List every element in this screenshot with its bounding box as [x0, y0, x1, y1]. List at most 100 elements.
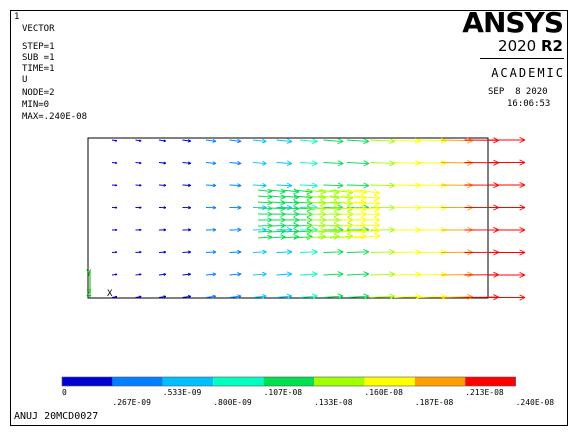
vector-arrow: [353, 233, 381, 240]
legend-label-bottom: .267E-09: [112, 398, 151, 407]
vector-arrow: [229, 161, 242, 166]
vector-arrow: [488, 249, 526, 256]
window-number: 1: [14, 12, 20, 22]
vector-arrow: [158, 139, 167, 143]
vector-arrow: [182, 161, 192, 165]
vector-arrow: [488, 271, 526, 279]
vector-arrow: [229, 249, 242, 255]
vector-arrow: [346, 293, 370, 300]
legend-label-bottom: .800E-09: [213, 398, 252, 407]
vector-arrow: [205, 294, 217, 299]
legend-swatch: [162, 377, 214, 386]
vector-arrow: [252, 293, 267, 299]
vector-arrow: [417, 271, 447, 278]
vector-arrow: [111, 206, 118, 209]
vector-arrow: [346, 248, 370, 256]
legend-swatch: [112, 377, 163, 386]
vector-arrow: [353, 200, 381, 207]
vector-arrow: [353, 216, 381, 223]
vector-arrow: [135, 273, 142, 276]
triad: Y Z X: [86, 269, 113, 299]
vector-arrow: [252, 271, 267, 277]
legend-swatch: [364, 377, 415, 386]
vector-arrow: [135, 161, 142, 165]
vector-arrow: [252, 182, 267, 188]
vector-arrow: [182, 294, 192, 299]
info-vector: VECTOR: [22, 24, 55, 34]
vector-arrow: [488, 204, 526, 211]
vector-arrow: [393, 226, 421, 233]
vector-arrow: [205, 161, 217, 166]
legend-label-top: .107E-08: [264, 388, 303, 397]
vector-arrow: [269, 199, 286, 206]
vector-arrow: [370, 160, 395, 167]
vector-arrow: [417, 293, 447, 300]
vector-arrow: [158, 228, 167, 232]
vector-arrow: [257, 223, 273, 229]
vector-arrow: [158, 272, 167, 276]
vector-arrow: [323, 293, 344, 300]
vector-arrow: [111, 184, 118, 187]
vector-arrow: [323, 248, 344, 256]
legend-swatch: [62, 377, 113, 386]
vector-arrow: [257, 211, 273, 217]
vector-arrow: [393, 160, 421, 167]
vector-arrow: [269, 194, 286, 200]
vector-arrow: [257, 217, 273, 223]
info-max: MAX=.240E-08: [22, 112, 88, 122]
vector-arrow: [252, 138, 267, 144]
vector-arrow: [135, 206, 142, 209]
info-min: MIN=0: [22, 100, 50, 110]
vector-arrow: [257, 234, 273, 240]
vector-arrow: [488, 294, 526, 301]
vector-arrow: [111, 161, 118, 165]
vector-arrow: [393, 182, 421, 189]
vector-arrow: [205, 272, 217, 277]
ansys-version: 2020 R2: [498, 37, 563, 55]
vector-arrow: [135, 184, 142, 187]
vector-arrow: [158, 295, 167, 299]
vector-arrow: [370, 204, 395, 211]
vector-arrow: [276, 160, 293, 167]
vector-arrow: [135, 250, 142, 254]
legend-swatch: [263, 377, 314, 386]
legend-swatch: [314, 377, 365, 386]
vector-arrow: [229, 183, 242, 188]
vector-arrow: [276, 271, 293, 277]
vector-arrow: [299, 293, 318, 300]
info-sub: SUB =1: [22, 53, 55, 63]
legend-label-top: .160E-08: [364, 388, 403, 397]
vector-arrow: [229, 294, 242, 299]
plot-window-frame: [10, 10, 568, 426]
ansys-edition: ACADEMIC: [491, 66, 565, 80]
vector-arrow: [205, 205, 217, 210]
vector-arrow: [158, 161, 167, 165]
vector-arrow: [276, 249, 293, 255]
vector-arrow: [182, 183, 192, 188]
triad-z-label: Z: [86, 289, 92, 299]
legend-swatch: [465, 377, 516, 386]
vector-arrow: [299, 138, 318, 145]
vector-arrow: [229, 227, 242, 233]
vector-arrow: [229, 138, 242, 144]
vector-arrow: [276, 138, 293, 144]
vector-arrow: [229, 205, 242, 210]
vector-arrow: [323, 160, 344, 167]
vector-arrow: [182, 205, 192, 210]
vector-arrow: [488, 136, 526, 144]
footer-title: ANUJ 20MCD0027: [14, 411, 99, 422]
vector-arrow: [393, 137, 421, 144]
vector-arrow: [158, 183, 167, 187]
vector-arrow: [393, 249, 421, 256]
logo-divider: [480, 58, 564, 59]
vector-arrow: [353, 227, 381, 234]
legend-label-top: 0: [62, 388, 67, 397]
vector-arrow: [346, 182, 370, 189]
vector-arrow: [205, 183, 217, 188]
vector-arrow: [488, 159, 526, 166]
info-node: NODE=2: [22, 88, 55, 98]
vector-arrow: [370, 226, 395, 233]
vector-arrow: [417, 137, 447, 144]
legend-swatch: [213, 377, 264, 386]
vector-arrow: [111, 139, 118, 142]
